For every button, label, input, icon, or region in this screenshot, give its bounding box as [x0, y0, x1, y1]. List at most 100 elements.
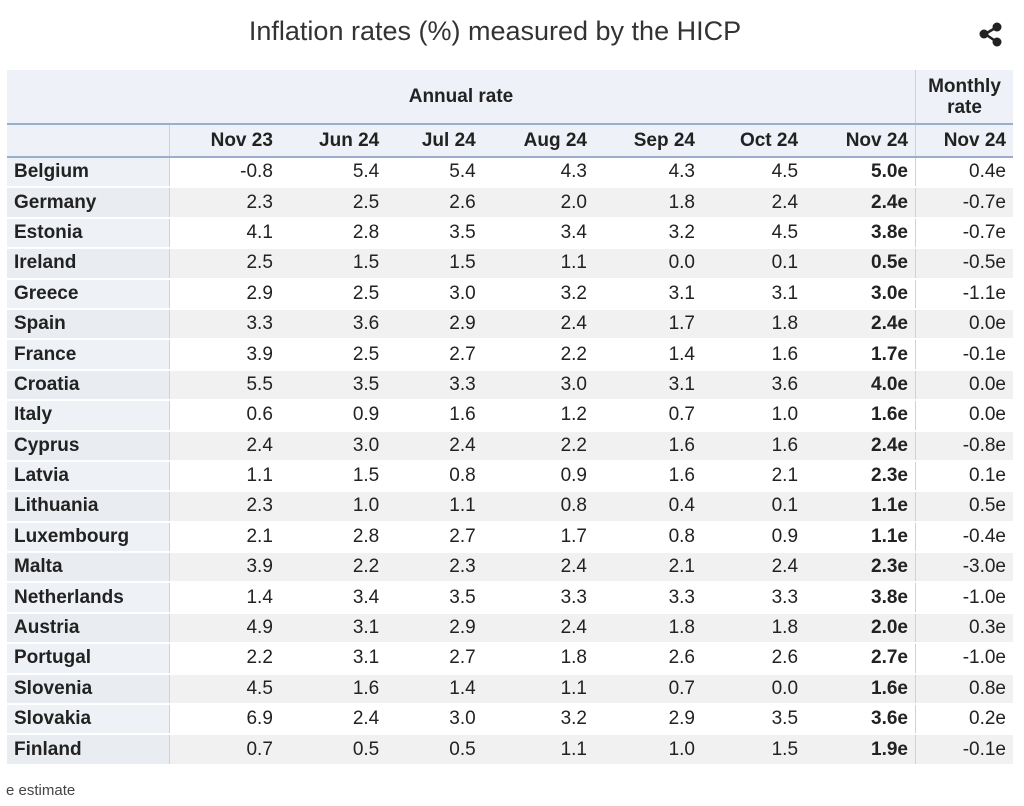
value-cell: 3.6e [805, 704, 916, 736]
value-cell: 2.6 [593, 643, 702, 675]
value-cell: 2.8 [279, 217, 387, 250]
footnote: e estimate [6, 782, 76, 799]
value-cell: 1.9e [805, 734, 916, 766]
value-cell: 2.8 [279, 521, 387, 554]
value-cell: 1.6 [593, 430, 702, 462]
value-cell: 3.1 [593, 369, 702, 402]
value-cell: 1.7 [482, 521, 594, 554]
value-cell: 2.0e [805, 612, 916, 645]
value-cell: 0.3e [915, 612, 1013, 645]
value-cell: 2.6 [701, 643, 806, 675]
value-cell: 2.3e [805, 460, 916, 493]
value-cell: 2.7 [386, 521, 483, 554]
value-cell: 3.9 [168, 339, 280, 371]
value-cell: 4.5 [168, 673, 280, 706]
value-cell: 2.1 [168, 521, 280, 554]
value-cell: 2.5 [279, 187, 387, 219]
value-cell: 3.2 [593, 217, 702, 250]
value-cell: 3.1 [279, 643, 387, 675]
value-cell: 5.0e [805, 157, 916, 189]
value-cell: 0.0e [915, 369, 1013, 402]
value-cell: 1.0 [279, 491, 387, 523]
country-cell: Spain [7, 308, 170, 341]
value-cell: 2.2 [482, 430, 594, 462]
value-cell: 0.1 [701, 248, 806, 280]
country-cell: France [7, 339, 170, 371]
country-cell: Cyprus [7, 430, 170, 462]
column-header: Jun 24 [279, 124, 387, 158]
value-cell: 1.5 [279, 248, 387, 280]
value-cell: -0.7e [915, 217, 1013, 250]
value-cell: 3.2 [482, 704, 594, 736]
value-cell: 1.8 [701, 612, 806, 645]
value-cell: 3.0 [482, 369, 594, 402]
value-cell: 2.7e [805, 643, 916, 675]
value-cell: 0.7 [593, 400, 702, 432]
column-header: Nov 23 [168, 124, 280, 158]
value-cell: 1.8 [701, 308, 806, 341]
value-cell: 3.8e [805, 217, 916, 250]
value-cell: 2.3 [386, 552, 483, 584]
value-cell: 3.3 [386, 369, 483, 402]
value-cell: 1.0 [593, 734, 702, 766]
value-cell: 2.1 [701, 460, 806, 493]
table-row: Estonia 4.1 2.8 3.5 3.4 3.2 4.5 3.8e -0.7e [7, 217, 1013, 250]
chart-title: Inflation rates (%) measured by the HICP [248, 16, 742, 46]
monthly-rate-header: Monthly rate [915, 70, 1013, 125]
value-cell: 2.0 [482, 187, 594, 219]
table-row: Croatia 5.5 3.5 3.3 3.0 3.1 3.6 4.0e 0.0e [7, 369, 1013, 402]
value-cell: 2.1 [593, 552, 702, 584]
value-cell: 2.2 [168, 643, 280, 675]
country-cell: Greece [7, 278, 170, 310]
value-cell: 0.8 [482, 491, 594, 523]
value-cell: 2.9 [386, 612, 483, 645]
value-cell: 1.1 [482, 248, 594, 280]
value-cell: 0.0 [593, 248, 702, 280]
value-cell: -0.8e [915, 430, 1013, 462]
value-cell: 2.7 [386, 643, 483, 675]
table-row: Austria 4.9 3.1 2.9 2.4 1.8 1.8 2.0e 0.3e [7, 612, 1013, 645]
value-cell: 0.1e [915, 460, 1013, 493]
value-cell: 3.3 [701, 582, 806, 614]
value-cell: 1.1e [805, 521, 916, 554]
value-cell: 2.2 [482, 339, 594, 371]
value-cell: -1.0e [915, 582, 1013, 614]
value-cell: 5.4 [279, 157, 387, 189]
table-row: Malta 3.9 2.2 2.3 2.4 2.1 2.4 2.3e -3.0e [7, 552, 1013, 584]
value-cell: 2.7 [386, 339, 483, 371]
table-row: Portugal 2.2 3.1 2.7 1.8 2.6 2.6 2.7e -1.0e [7, 643, 1013, 675]
column-header: Aug 24 [482, 124, 594, 158]
table-row: Slovakia 6.9 2.4 3.0 3.2 2.9 3.5 3.6e 0.2e [7, 704, 1013, 736]
value-cell: 3.5 [701, 704, 806, 736]
value-cell: 3.0e [805, 278, 916, 310]
value-cell: 6.9 [168, 704, 280, 736]
value-cell: 2.5 [168, 248, 280, 280]
value-cell: 2.3e [805, 552, 916, 584]
value-cell: 0.5 [386, 734, 483, 766]
value-cell: 1.1 [482, 673, 594, 706]
value-cell: 2.4 [701, 187, 806, 219]
value-cell: 2.9 [593, 704, 702, 736]
value-cell: 2.3 [168, 491, 280, 523]
value-cell: 3.1 [593, 278, 702, 310]
value-cell: 4.3 [593, 157, 702, 189]
value-cell: 1.1 [386, 491, 483, 523]
table-row: Lithuania 2.3 1.0 1.1 0.8 0.4 0.1 1.1e 0.5e [7, 491, 1013, 523]
value-cell: 0.8 [593, 521, 702, 554]
table-row: Spain 3.3 3.6 2.9 2.4 1.7 1.8 2.4e 0.0e [7, 308, 1013, 341]
table-row: Italy 0.6 0.9 1.6 1.2 0.7 1.0 1.6e 0.0e [7, 400, 1013, 432]
value-cell: 1.1 [168, 460, 280, 493]
value-cell: 2.4 [482, 552, 594, 584]
country-cell: Portugal [7, 643, 170, 675]
value-cell: 2.4e [805, 187, 916, 219]
country-cell: Germany [7, 187, 170, 219]
value-cell: 1.6e [805, 673, 916, 706]
country-cell: Italy [7, 400, 170, 432]
column-header: Nov 24 [915, 124, 1013, 158]
share-icon[interactable] [976, 20, 1006, 50]
column-header: Sep 24 [593, 124, 702, 158]
value-cell: 3.5 [386, 582, 483, 614]
table-row: Latvia 1.1 1.5 0.8 0.9 1.6 2.1 2.3e 0.1e [7, 460, 1013, 493]
value-cell: 2.2 [279, 552, 387, 584]
value-cell: 1.0 [701, 400, 806, 432]
